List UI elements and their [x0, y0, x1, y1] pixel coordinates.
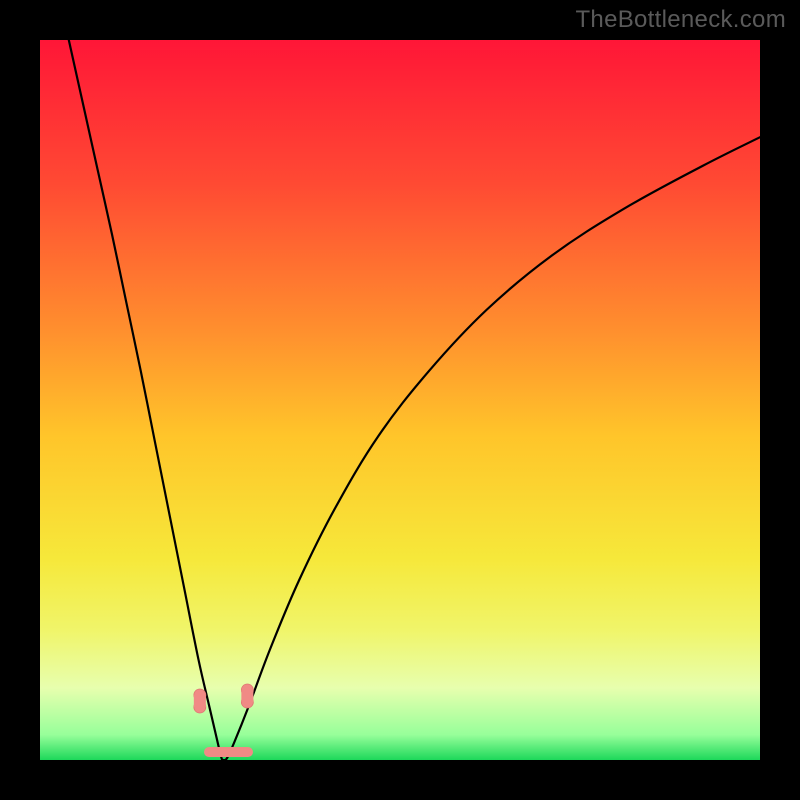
- chart-svg: [0, 0, 800, 800]
- figure-canvas: TheBottleneck.com: [0, 0, 800, 800]
- curve-marker-connector: [194, 695, 206, 707]
- watermark-text: TheBottleneck.com: [575, 6, 786, 34]
- plot-background: [40, 40, 760, 760]
- curve-marker-connector: [241, 690, 253, 702]
